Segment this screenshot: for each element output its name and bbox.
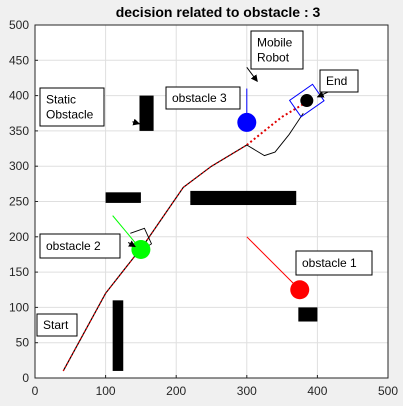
y-tick-label: 50	[16, 336, 30, 350]
x-tick-label: 200	[166, 384, 186, 398]
static-obstacle	[112, 300, 124, 371]
annotation-label: Start	[43, 318, 69, 332]
annotation-label: Robot	[257, 51, 290, 65]
x-tick-label: 0	[32, 384, 39, 398]
path-planned	[246, 98, 313, 146]
x-tick-label: 500	[378, 384, 398, 398]
annotation-label: Static	[46, 93, 76, 107]
annotation-box	[295, 250, 373, 276]
annotation-arrow	[132, 118, 141, 126]
static-obstacle	[298, 307, 318, 322]
static-obstacle	[105, 192, 141, 203]
static-obstacle	[139, 95, 154, 131]
static-obstacle	[190, 190, 297, 206]
annotation-box	[165, 86, 241, 110]
annotation-label: End	[326, 74, 347, 88]
x-tick-label: 100	[96, 384, 116, 398]
avoidance-curve	[246, 113, 304, 157]
dynamic-obstacle-marker	[237, 112, 257, 132]
y-tick-label: 100	[9, 300, 29, 314]
robot-marker	[300, 94, 314, 108]
y-tick-label: 350	[9, 124, 29, 138]
annotation-label: obstacle 3	[172, 91, 227, 105]
annotation-arrow	[246, 67, 258, 83]
x-tick-label: 400	[307, 384, 327, 398]
annotation-arrow	[127, 240, 136, 248]
annotation-box	[250, 30, 304, 70]
annotation-label: obstacle 1	[302, 256, 357, 270]
robot-path	[62, 98, 313, 372]
axis-ticks: 0 100 200 300 400 500 0 50 100 150 200 250 300 350 400…	[9, 18, 398, 398]
annotation-box	[36, 313, 78, 337]
chart-title: decision related to obstacle : 3	[116, 4, 321, 20]
annotation-box	[39, 233, 121, 259]
y-tick-label: 500	[9, 18, 29, 32]
annotation-box	[319, 69, 359, 93]
dynamic-obstacles	[112, 88, 310, 300]
dynamic-obstacle-marker	[131, 240, 151, 260]
static-obstacles	[105, 95, 318, 371]
y-tick-label: 300	[9, 159, 29, 173]
annotation-label: Mobile	[257, 36, 293, 50]
dynamic-obstacle-marker	[290, 280, 310, 300]
obstacle-heading-line	[246, 236, 301, 291]
annotation-box	[39, 87, 105, 127]
annotation-arrow	[316, 91, 329, 98]
y-tick-label: 400	[9, 89, 29, 103]
x-tick-label: 300	[237, 384, 257, 398]
y-tick-label: 450	[9, 53, 29, 67]
y-tick-label: 0	[22, 371, 29, 385]
y-tick-label: 250	[9, 195, 29, 209]
path-traveled-overlay	[62, 144, 248, 372]
y-tick-label: 200	[9, 230, 29, 244]
annotation-label: obstacle 2	[46, 239, 101, 253]
annotation-label: Obstacle	[46, 108, 94, 122]
y-tick-label: 150	[9, 265, 29, 279]
